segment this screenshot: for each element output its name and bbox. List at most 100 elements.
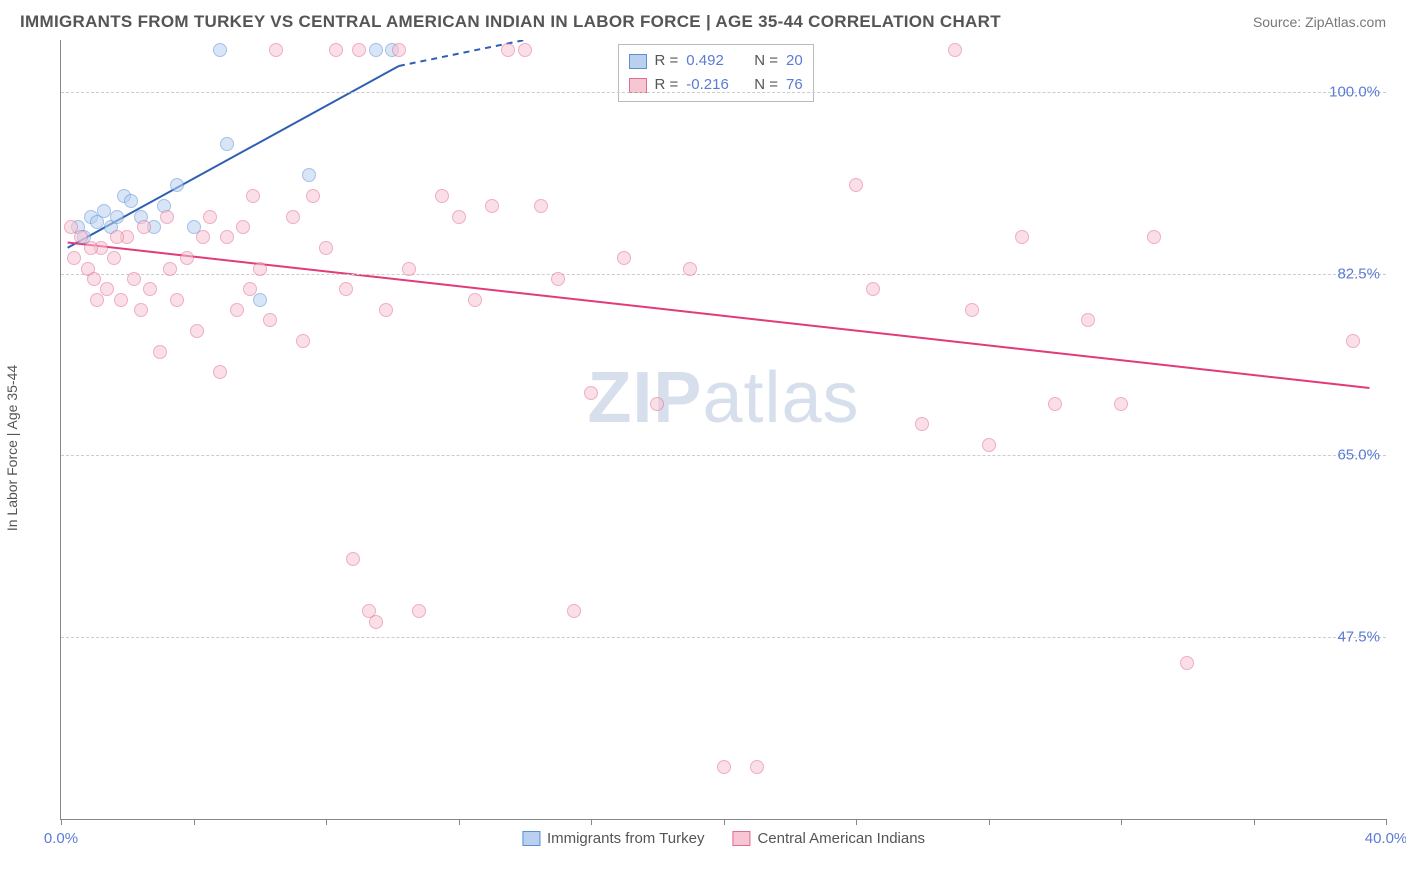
x-tick bbox=[1121, 819, 1122, 825]
legend-row-series-1: R = -0.216 N = 76 bbox=[629, 73, 803, 97]
r-value-1: -0.216 bbox=[686, 73, 746, 97]
data-point bbox=[412, 604, 426, 618]
data-point bbox=[1346, 334, 1360, 348]
legend-label: Immigrants from Turkey bbox=[547, 830, 705, 847]
data-point bbox=[153, 345, 167, 359]
data-point bbox=[263, 313, 277, 327]
data-point bbox=[246, 189, 260, 203]
data-point bbox=[87, 272, 101, 286]
data-point bbox=[97, 204, 111, 218]
legend-swatch bbox=[522, 831, 540, 846]
data-point bbox=[230, 303, 244, 317]
data-point bbox=[107, 251, 121, 265]
data-point bbox=[67, 251, 81, 265]
data-point bbox=[866, 282, 880, 296]
data-point bbox=[369, 615, 383, 629]
data-point bbox=[160, 210, 174, 224]
x-tick-label: 40.0% bbox=[1365, 830, 1406, 847]
n-label: N = bbox=[754, 73, 778, 97]
data-point bbox=[302, 168, 316, 182]
x-tick bbox=[856, 819, 857, 825]
data-point bbox=[253, 262, 267, 276]
data-point bbox=[319, 241, 333, 255]
data-point bbox=[650, 397, 664, 411]
y-tick-label: 47.5% bbox=[1337, 629, 1380, 646]
chart-title: IMMIGRANTS FROM TURKEY VS CENTRAL AMERIC… bbox=[20, 12, 1001, 32]
legend-item: Immigrants from Turkey bbox=[522, 830, 705, 847]
data-point bbox=[948, 43, 962, 57]
data-point bbox=[915, 417, 929, 431]
data-point bbox=[253, 293, 267, 307]
data-point bbox=[435, 189, 449, 203]
legend-item: Central American Indians bbox=[732, 830, 925, 847]
x-tick bbox=[724, 819, 725, 825]
data-point bbox=[392, 43, 406, 57]
data-point bbox=[163, 262, 177, 276]
y-tick-label: 100.0% bbox=[1329, 83, 1380, 100]
data-point bbox=[90, 293, 104, 307]
data-point bbox=[213, 43, 227, 57]
data-point bbox=[501, 43, 515, 57]
data-point bbox=[143, 282, 157, 296]
watermark: ZIPatlas bbox=[587, 357, 859, 439]
swatch-series-1 bbox=[629, 78, 647, 93]
data-point bbox=[306, 189, 320, 203]
x-tick bbox=[989, 819, 990, 825]
data-point bbox=[84, 241, 98, 255]
data-point bbox=[220, 230, 234, 244]
x-tick bbox=[61, 819, 62, 825]
chart-header: IMMIGRANTS FROM TURKEY VS CENTRAL AMERIC… bbox=[0, 0, 1406, 40]
gridline-h bbox=[61, 455, 1386, 456]
x-tick bbox=[591, 819, 592, 825]
r-value-0: 0.492 bbox=[686, 49, 746, 73]
legend-row-series-0: R = 0.492 N = 20 bbox=[629, 49, 803, 73]
data-point bbox=[518, 43, 532, 57]
data-point bbox=[683, 262, 697, 276]
data-point bbox=[567, 604, 581, 618]
data-point bbox=[584, 386, 598, 400]
data-point bbox=[1048, 397, 1062, 411]
data-point bbox=[452, 210, 466, 224]
data-point bbox=[196, 230, 210, 244]
legend-label: Central American Indians bbox=[757, 830, 925, 847]
data-point bbox=[110, 210, 124, 224]
data-point bbox=[213, 365, 227, 379]
data-point bbox=[1015, 230, 1029, 244]
data-point bbox=[352, 43, 366, 57]
data-point bbox=[170, 178, 184, 192]
data-point bbox=[180, 251, 194, 265]
data-point bbox=[617, 251, 631, 265]
swatch-series-0 bbox=[629, 54, 647, 69]
data-point bbox=[750, 760, 764, 774]
data-point bbox=[717, 760, 731, 774]
gridline-h bbox=[61, 637, 1386, 638]
x-tick bbox=[1386, 819, 1387, 825]
data-point bbox=[1180, 656, 1194, 670]
data-point bbox=[64, 220, 78, 234]
data-point bbox=[1147, 230, 1161, 244]
data-point bbox=[190, 324, 204, 338]
data-point bbox=[402, 262, 416, 276]
y-tick-label: 65.0% bbox=[1337, 447, 1380, 464]
data-point bbox=[269, 43, 283, 57]
gridline-h bbox=[61, 92, 1386, 93]
data-point bbox=[1114, 397, 1128, 411]
data-point bbox=[965, 303, 979, 317]
data-point bbox=[346, 552, 360, 566]
r-label: R = bbox=[655, 73, 679, 97]
data-point bbox=[849, 178, 863, 192]
data-point bbox=[296, 334, 310, 348]
data-point bbox=[114, 293, 128, 307]
data-point bbox=[220, 137, 234, 151]
chart-container: In Labor Force | Age 35-44 ZIPatlas R = … bbox=[60, 40, 1386, 840]
trend-lines bbox=[61, 40, 1386, 819]
data-point bbox=[339, 282, 353, 296]
data-point bbox=[468, 293, 482, 307]
data-point bbox=[170, 293, 184, 307]
data-point bbox=[534, 199, 548, 213]
data-point bbox=[369, 43, 383, 57]
data-point bbox=[243, 282, 257, 296]
data-point bbox=[551, 272, 565, 286]
data-point bbox=[124, 194, 138, 208]
data-point bbox=[982, 438, 996, 452]
